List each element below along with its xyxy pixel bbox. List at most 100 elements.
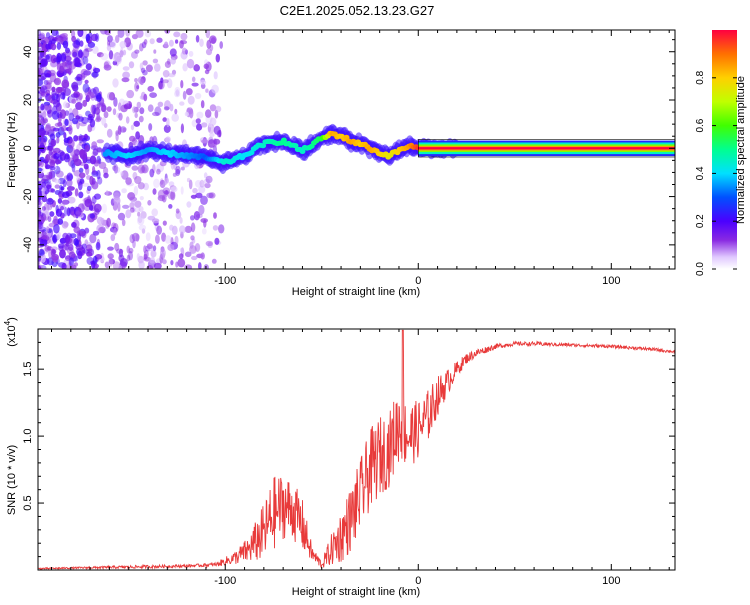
noise-blob [207,241,213,249]
noise-blob [213,138,221,145]
noise-blob [164,177,168,185]
noise-blob [159,179,166,189]
noise-blob [48,149,53,156]
noise-blob [213,212,217,219]
noise-blob [89,233,97,244]
y-tick-label: 20 [22,94,34,106]
noise-blob [122,127,127,133]
snr-scale-exp: 4 [3,320,12,325]
noise-blob [119,41,127,49]
noise-blob [72,117,79,125]
noise-blob [194,92,202,100]
noise-blob [162,259,167,265]
noise-blob [60,125,67,132]
noise-blob [189,241,194,249]
noise-blob [48,146,54,152]
noise-blob [195,118,201,124]
noise-blob [167,73,176,78]
noise-blob [113,164,119,174]
noise-blob [39,238,48,247]
noise-blob [103,172,109,179]
noise-blob [162,117,167,122]
noise-blob [134,82,140,92]
noise-blob [119,258,128,267]
colorbar-label: Normalized spectral amplitude [735,76,747,224]
noise-blob [40,253,46,263]
noise-blob [82,83,90,93]
noise-blob [211,258,217,264]
noise-blob [45,164,51,170]
noise-blob [179,217,183,224]
noise-blob [146,243,153,250]
noise-blob [62,232,69,240]
noise-blob [198,262,202,269]
noise-blob [68,125,73,135]
noise-blob [101,117,107,126]
noise-blob [87,41,96,49]
noise-blob [134,49,140,54]
noise-blob [54,184,60,189]
noise-blob [116,112,121,118]
noise-blob [200,100,205,109]
noise-blob [89,213,96,219]
noise-blob [205,175,213,184]
noise-blob [112,60,118,66]
noise-blob [218,224,225,234]
noise-blob [60,53,67,62]
noise-blob [40,90,46,97]
noise-blob [71,98,77,104]
noise-blob [71,35,76,43]
noise-blob [205,88,209,93]
x-tick-label: -100 [214,575,236,587]
noise-blob [69,233,77,239]
noise-blob [147,85,155,92]
noise-blob [38,114,44,123]
noise-blob [46,80,53,85]
noise-blob [200,218,208,223]
noise-blob [42,111,47,118]
noise-blob [126,245,131,254]
noise-blob [38,265,42,269]
noise-blob [152,111,160,117]
noise-blob [130,124,135,131]
noise-blob [108,92,116,101]
noise-blob [40,72,47,81]
noise-blob [200,195,208,205]
noise-blob [173,31,181,38]
noise-blob [71,81,79,92]
noise-blob [70,147,76,158]
noise-blob [114,166,121,173]
noise-blob [89,118,96,128]
noise-blob [190,194,197,199]
noise-blob [182,63,188,72]
noise-blob [79,178,85,184]
noise-blob [214,237,220,245]
noise-blob [52,234,57,244]
noise-blob [169,48,177,57]
noise-blob [38,51,43,61]
noise-blob [143,39,148,45]
noise-blob [117,125,122,135]
noise-blob [91,170,98,175]
noise-blob [63,132,67,139]
noise-blob [134,176,142,184]
noise-blob [195,192,203,199]
noise-blob [38,30,42,37]
noise-blob [121,77,130,83]
noise-blob [62,40,69,49]
noise-blob [96,52,104,58]
noise-blob [85,63,92,71]
snr-scale-close: ) [6,317,18,321]
noise-blob [115,35,120,43]
noise-blob [175,89,180,97]
noise-blob [129,196,138,202]
noise-blob [206,39,212,50]
noise-blob [108,257,113,267]
noise-blob [137,164,145,174]
noise-blob [201,122,208,128]
noise-blob [46,198,54,205]
noise-blob [61,262,67,269]
noise-blob [205,240,213,247]
noise-blob [48,171,53,180]
